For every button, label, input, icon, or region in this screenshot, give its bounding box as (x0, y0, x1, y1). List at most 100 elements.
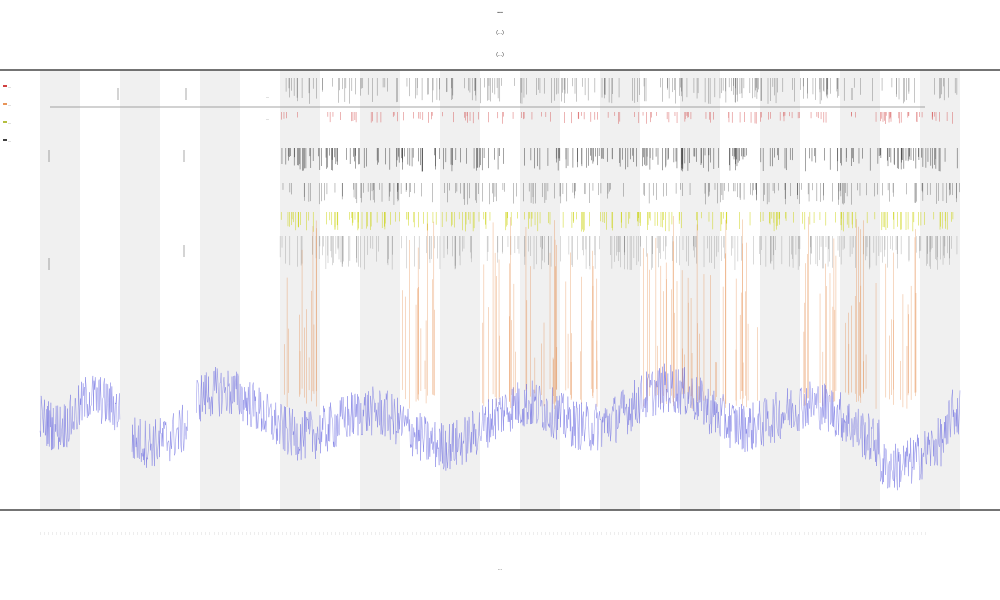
x-tick-label-71: ... (326, 532, 330, 535)
x-tick-label-61: ... (286, 532, 290, 535)
x-tick-label-135: ... (585, 532, 589, 535)
x-tick-label-5: ... (59, 532, 63, 535)
x-tick-label-132: ... (572, 532, 576, 535)
x-tick-label-172: ... (734, 532, 738, 535)
x-tick-label-184: ... (783, 532, 787, 535)
x-tick-label-214: ... (904, 532, 908, 535)
x-tick-label-148: ... (637, 532, 641, 535)
x-tick-label-72: ... (330, 532, 334, 535)
x-tick-label-27: ... (148, 532, 152, 535)
band-18 (760, 70, 800, 510)
x-tick-label-217: ... (916, 532, 920, 535)
x-tick-label-174: ... (742, 532, 746, 535)
x-tick-label-166: ... (710, 532, 714, 535)
x-tick-label-88: ... (395, 532, 399, 535)
x-tick-label-26: ... (144, 532, 148, 535)
track-label-0: ... (266, 94, 269, 99)
x-tick-label-179: ... (762, 532, 766, 535)
x-tick-label-203: ... (859, 532, 863, 535)
chart-title: ... (497, 8, 503, 15)
x-tick-label-99: ... (439, 532, 443, 535)
x-tick-label-25: ... (140, 532, 144, 535)
x-tick-label-138: ... (597, 532, 601, 535)
x-tick-label-82: ... (370, 532, 374, 535)
x-tick-label-103: ... (455, 532, 459, 535)
x-tick-label-127: ... (552, 532, 556, 535)
x-tick-label-107: ... (471, 532, 475, 535)
axes (0, 69, 1000, 511)
x-tick-label-149: ... (641, 532, 645, 535)
x-tick-label-216: ... (912, 532, 916, 535)
x-tick-label-62: ... (290, 532, 294, 535)
x-tick-label-14: ... (96, 532, 100, 535)
x-tick-label-77: ... (350, 532, 354, 535)
x-tick-label-133: ... (577, 532, 581, 535)
x-tick-label-197: ... (835, 532, 839, 535)
x-tick-label-170: ... (726, 532, 730, 535)
x-tick-label-10: ... (79, 532, 83, 535)
x-tick-label-117: ... (512, 532, 516, 535)
legend-label-2: ... (8, 120, 11, 125)
x-tick-label-175: ... (746, 532, 750, 535)
x-tick-label-76: ... (346, 532, 350, 535)
x-tick-label-183: ... (779, 532, 783, 535)
x-tick-label-20: ... (120, 532, 124, 535)
x-tick-label-59: ... (277, 532, 281, 535)
x-tick-label-44: ... (217, 532, 221, 535)
x-tick-label-32: ... (168, 532, 172, 535)
x-tick-label-30: ... (160, 532, 164, 535)
x-tick-label-8: ... (71, 532, 75, 535)
x-tick-label-218: ... (920, 532, 924, 535)
x-tick-label-83: ... (374, 532, 378, 535)
x-tick-label-196: ... (831, 532, 835, 535)
x-tick-label-66: ... (306, 532, 310, 535)
x-tick-label-0: ... (39, 532, 43, 535)
x-tick-label-108: ... (475, 532, 479, 535)
x-tick-label-84: ... (379, 532, 383, 535)
x-tick-label-102: ... (451, 532, 455, 535)
x-tick-label-51: ... (245, 532, 249, 535)
x-tick-label-33: ... (172, 532, 176, 535)
x-tick-label-112: ... (492, 532, 496, 535)
x-tick-label-16: ... (104, 532, 108, 535)
x-tick-label-4: ... (55, 532, 59, 535)
x-tick-label-64: ... (298, 532, 302, 535)
band-16 (680, 70, 720, 510)
x-tick-label-192: ... (815, 532, 819, 535)
x-tick-label-85: ... (383, 532, 387, 535)
x-tick-label-18: ... (112, 532, 116, 535)
x-tick-label-23: ... (132, 532, 136, 535)
x-tick-label-143: ... (617, 532, 621, 535)
x-tick-label-101: ... (447, 532, 451, 535)
x-tick-label-55: ... (261, 532, 265, 535)
x-tick-label-178: ... (758, 532, 762, 535)
x-tick-label-131: ... (568, 532, 572, 535)
x-tick-label-161: ... (690, 532, 694, 535)
x-tick-label-150: ... (645, 532, 649, 535)
x-tick-labels: ........................................… (39, 532, 928, 535)
chart-subtitle-1: (...) (496, 30, 504, 36)
x-tick-label-17: ... (108, 532, 112, 535)
x-tick-label-37: ... (189, 532, 193, 535)
x-tick-label-45: ... (221, 532, 225, 535)
x-tick-label-154: ... (661, 532, 665, 535)
x-tick-label-118: ... (516, 532, 520, 535)
x-tick-label-70: ... (322, 532, 326, 535)
x-tick-label-12: ... (88, 532, 92, 535)
trace-segment-2 (196, 363, 961, 491)
x-tick-label-198: ... (839, 532, 843, 535)
x-tick-label-90: ... (403, 532, 407, 535)
x-tick-label-80: ... (362, 532, 366, 535)
x-tick-label-140: ... (605, 532, 609, 535)
band-shading (40, 70, 960, 510)
x-tick-label-50: ... (241, 532, 245, 535)
x-tick-label-188: ... (799, 532, 803, 535)
x-tick-label-162: ... (694, 532, 698, 535)
x-tick-label-22: ... (128, 532, 132, 535)
x-tick-label-205: ... (867, 532, 871, 535)
x-tick-label-53: ... (253, 532, 257, 535)
x-tick-label-173: ... (738, 532, 742, 535)
x-tick-label-79: ... (358, 532, 362, 535)
x-tick-label-202: ... (855, 532, 859, 535)
